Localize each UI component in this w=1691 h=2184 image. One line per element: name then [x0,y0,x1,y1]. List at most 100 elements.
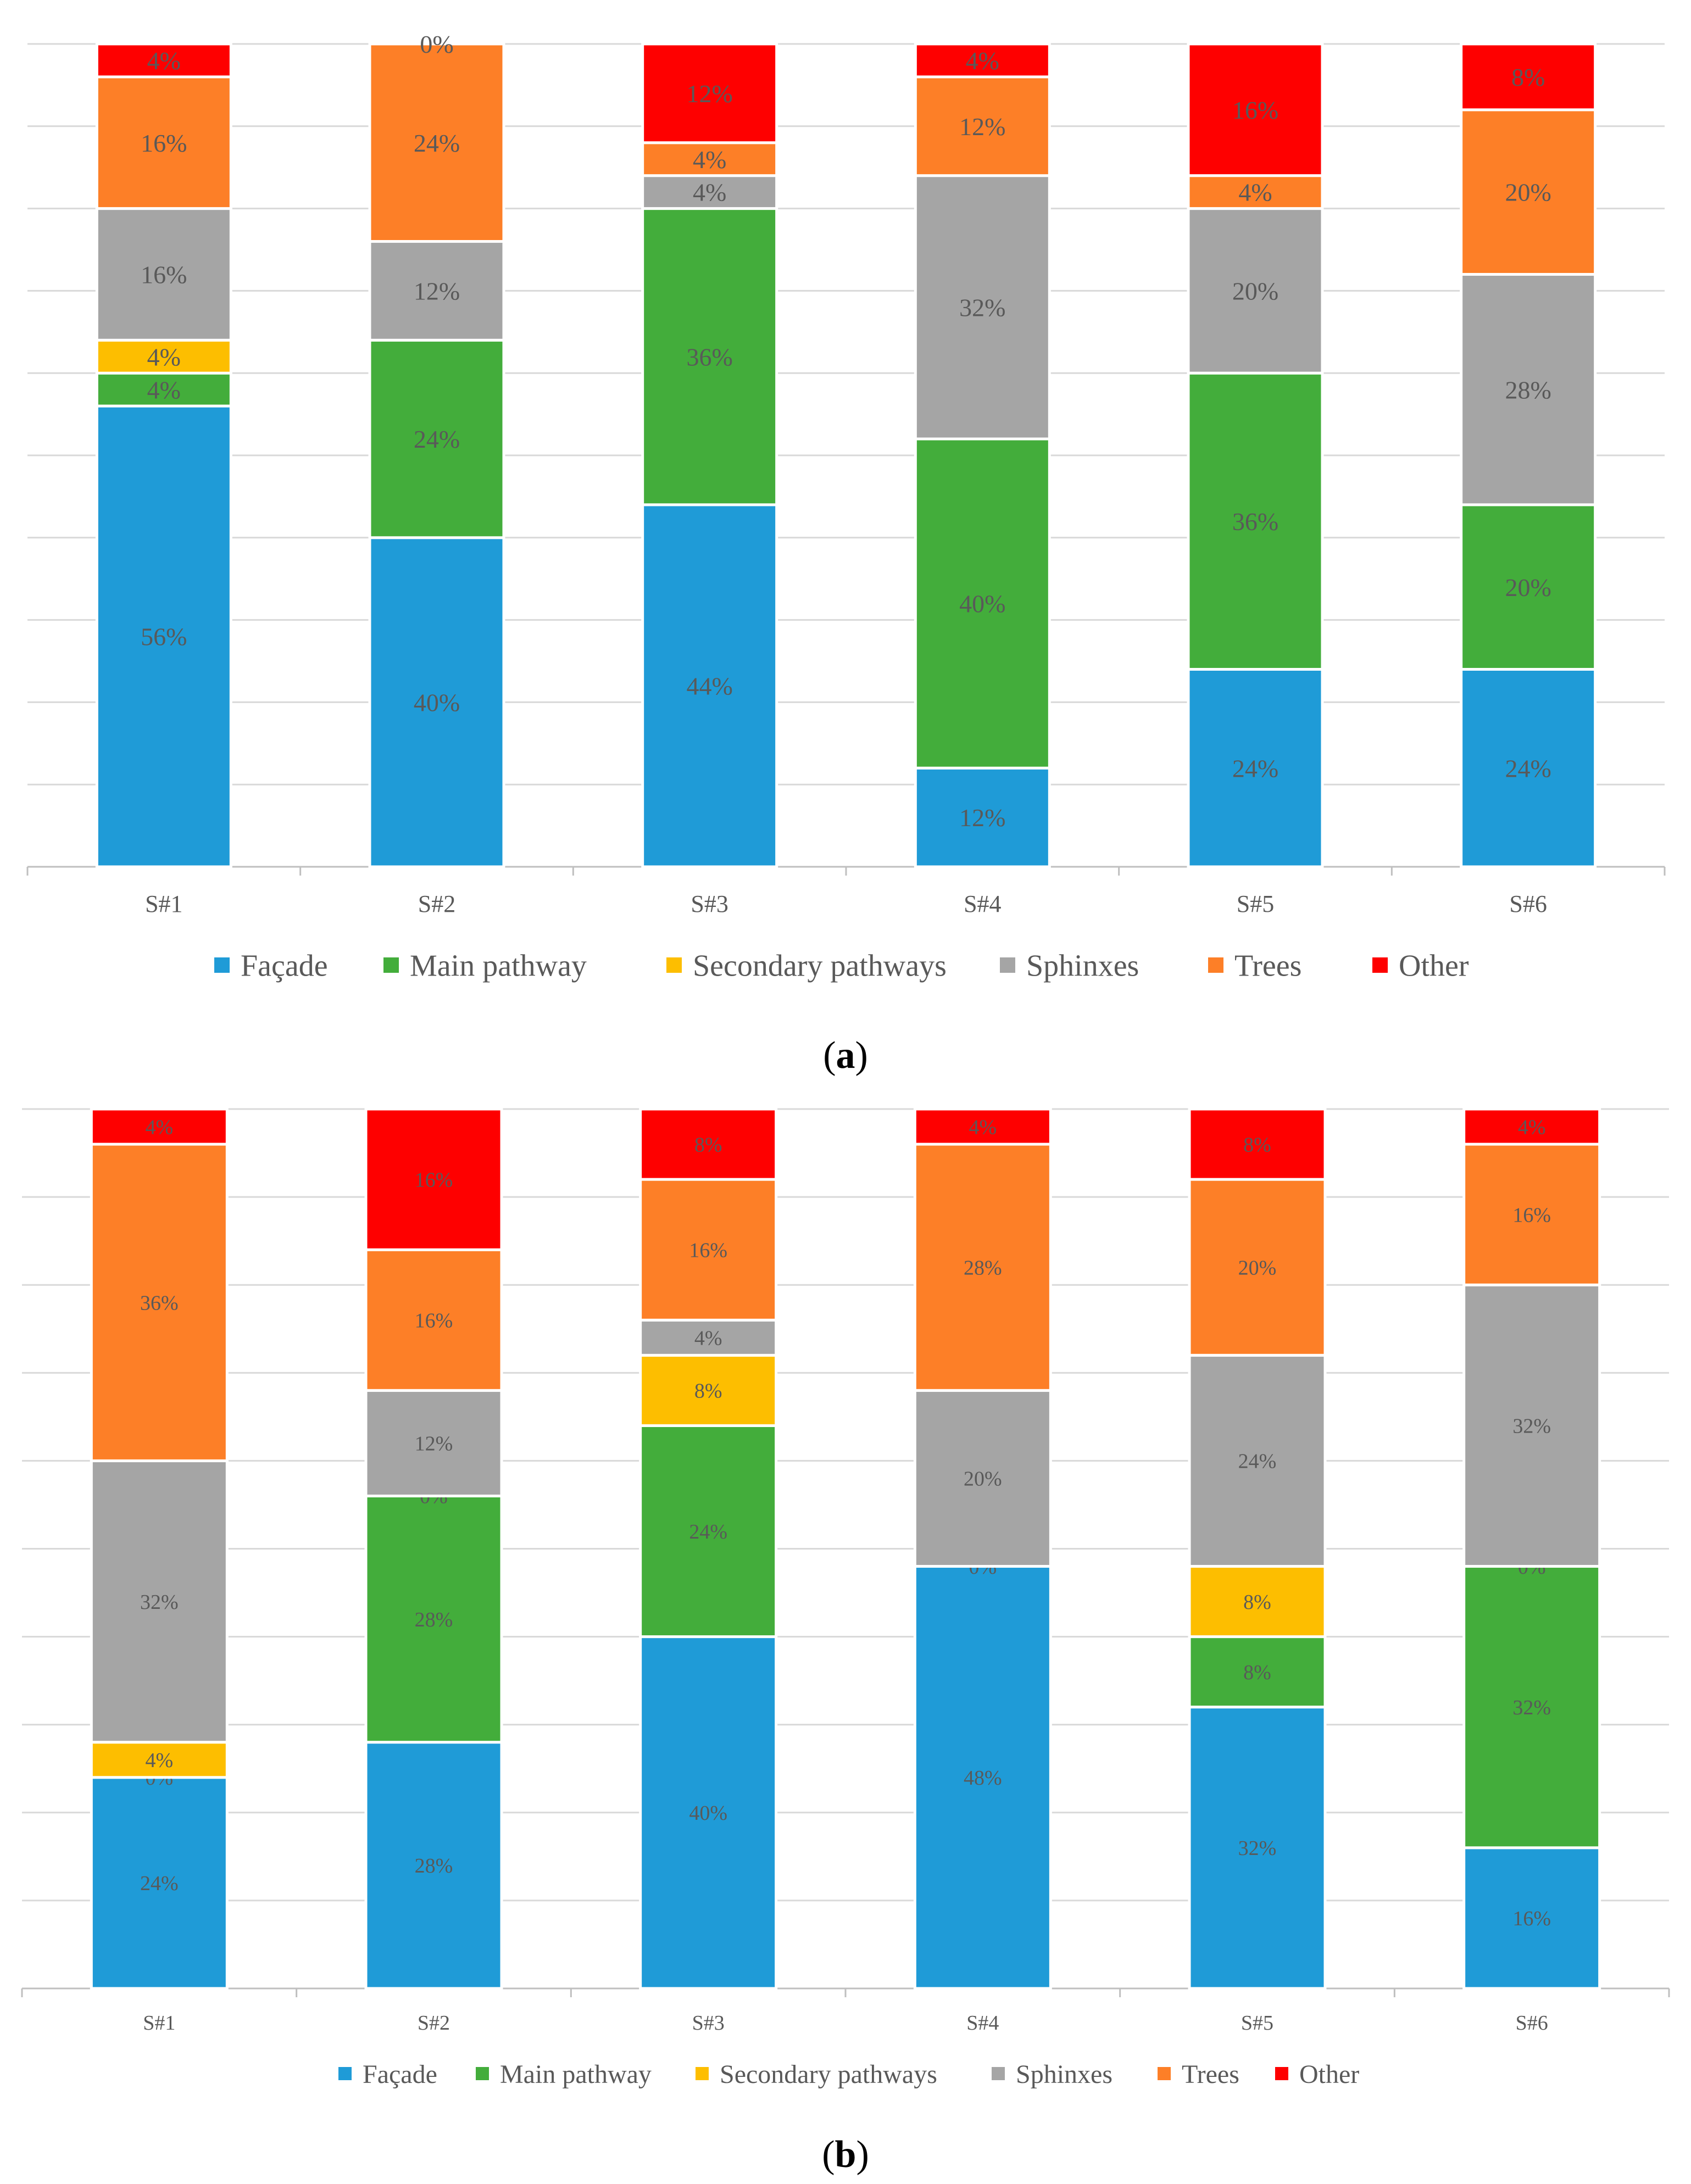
data-label-trees-s-6: 20% [1505,179,1551,207]
data-label-main-pathway-s-6: 32% [1512,1696,1551,1719]
x-tick-label-s-3: S#3 [691,890,728,917]
bar-segment-main-pathway-s-3 [641,207,778,506]
legend: Façade Main pathway Secondary pathways Sphi… [214,949,1469,983]
data-label-trees-s-4: 12% [959,113,1005,141]
bar-segment-trees-s-1 [95,75,232,210]
bar-segment-sphinxes-s-5 [1187,207,1324,375]
bar-segment-other-s-5 [1188,1107,1327,1181]
bar-segment-facade-s-4 [914,766,1051,868]
data-label-sphinxes-s-3: 4% [693,179,726,207]
data-label-facade-s-5: 24% [1232,754,1278,782]
bar-segment-main-pathway-s-6 [1460,503,1597,671]
panel-b-caption: (b) [822,2133,869,2176]
data-label-trees-s-5: 4% [1238,179,1272,207]
bar-segment-trees-s-3 [641,141,778,177]
data-label-trees-s-6: 16% [1512,1204,1551,1227]
bar-segment-sphinxes-s-6 [1460,272,1597,506]
bar-segment-sphinxes-s-3 [639,1318,778,1357]
data-label-other-s-5: 8% [1243,1133,1271,1156]
bar-segment-sphinxes-s-6 [1462,1283,1601,1568]
data-label-sphinxes-s-4: 32% [959,293,1005,321]
panel-b-caption-letter: b [835,2133,856,2176]
legend-swatch-facade [214,957,230,973]
data-label-facade-s-4: 48% [964,1767,1002,1790]
bar-segment-other-s-4 [914,42,1051,79]
data-label-facade-s-4: 12% [959,804,1005,832]
panel-a-chart: 56% 4% 4% 16% 16% 4% S#1 40% 24% 12% 24% 0% S#2 44% 36… [26,30,1666,983]
x-tick-label-s-3: S#3 [692,2012,725,2035]
bar-segment-sphinxes-s-3 [641,174,778,210]
data-label-trees-s-3: 4% [693,146,726,174]
data-label-sphinxes-s-5: 20% [1232,277,1278,305]
data-label-sphinxes-s-2: 12% [415,1433,453,1456]
bar-segment-facade-s-2 [364,1741,503,1990]
data-label-other-s-2: 16% [415,1168,453,1191]
legend-label-trees: Trees [1182,2060,1239,2089]
data-label-sphinxes-s-4: 20% [964,1468,1002,1491]
data-label-main-pathway-s-3: 36% [687,343,733,371]
x-tick-label-s-6: S#6 [1509,890,1547,917]
data-label-other-s-6: 4% [1518,1116,1546,1139]
data-label-facade-s-1: 56% [141,623,187,651]
panel-a-caption-letter: a [836,1034,855,1077]
legend-swatch-other [1372,957,1388,973]
data-label-main-pathway-s-5: 36% [1232,508,1278,536]
bar-segment-facade-s-5 [1188,1706,1327,1990]
legend-swatch-trees [1158,2067,1171,2080]
x-tick-label-s-4: S#4 [964,890,1001,917]
data-label-other-s-4: 4% [966,47,999,75]
data-label-secondary-pathways-s-1: 4% [147,343,181,371]
data-label-sphinxes-s-6: 28% [1505,376,1551,404]
bar-segment-other-s-3 [641,42,778,144]
data-label-trees-s-2: 24% [414,129,460,157]
data-label-trees-s-1: 16% [141,129,187,157]
bar-segment-trees-s-5 [1188,1178,1327,1357]
data-label-sphinxes-s-1: 32% [140,1591,179,1614]
data-label-secondary-pathways-s-1: 4% [146,1749,174,1772]
data-label-facade-s-1: 24% [140,1872,179,1895]
bar-segment-other-s-1 [90,1107,229,1146]
panel-a-caption: (a) [823,1034,868,1077]
data-label-main-pathway-s-2: 28% [415,1608,453,1631]
bar-segment-facade-s-6 [1462,1846,1601,1990]
bar-segment-facade-s-3 [639,1635,778,1990]
data-label-other-s-1: 4% [147,47,181,75]
bar-segment-other-s-2 [364,1107,503,1251]
legend-swatch-sphinxes [1000,957,1015,973]
data-label-other-s-1: 4% [146,1116,174,1139]
bar-segment-sphinxes-s-1 [95,207,232,342]
x-tick-label-s-6: S#6 [1516,2012,1548,2035]
legend-swatch-main-pathway [476,2067,489,2080]
data-label-main-pathway-s-2: 24% [414,425,460,453]
legend-label-secondary-pathways: Secondary pathways [720,2060,937,2089]
legend-swatch-other [1275,2067,1288,2080]
legend-label-other: Other [1399,949,1469,983]
bar-segment-main-pathway-s-5 [1188,1635,1327,1709]
bar-segment-trees-s-4 [913,1143,1052,1392]
data-label-facade-s-2: 28% [415,1854,453,1877]
data-label-secondary-pathways-s-3: 8% [694,1380,722,1403]
bar-segment-main-pathway-s-2 [368,338,505,539]
legend-label-secondary-pathways: Secondary pathways [693,949,947,983]
legend: Façade Main pathway Secondary pathways Sphi… [338,2060,1359,2089]
bar-segment-sphinxes-s-2 [364,1389,503,1497]
x-tick-label-s-2: S#2 [418,890,455,917]
x-tick-label-s-5: S#5 [1237,890,1274,917]
bar-segment-trees-s-6 [1460,108,1597,276]
bar-segment-other-s-1 [95,42,232,79]
bar-segment-facade-s-5 [1187,667,1324,868]
x-tick-label-s-4: S#4 [966,2012,999,2035]
data-label-secondary-pathways-s-5: 8% [1243,1591,1271,1614]
legend-swatch-secondary-pathways [666,957,682,973]
bar-segment-facade-s-3 [641,503,778,868]
data-label-main-pathway-s-4: 40% [959,590,1005,618]
data-label-facade-s-6: 24% [1505,754,1551,782]
bar-segment-trees-s-2 [368,42,505,243]
bar-segment-facade-s-2 [368,536,505,868]
data-label-sphinxes-s-1: 16% [141,261,187,289]
legend-label-trees: Trees [1234,949,1301,983]
data-label-other-s-4: 4% [969,1116,997,1139]
data-label-main-pathway-s-3: 24% [689,1520,727,1544]
bar-segment-other-s-6 [1460,42,1597,112]
